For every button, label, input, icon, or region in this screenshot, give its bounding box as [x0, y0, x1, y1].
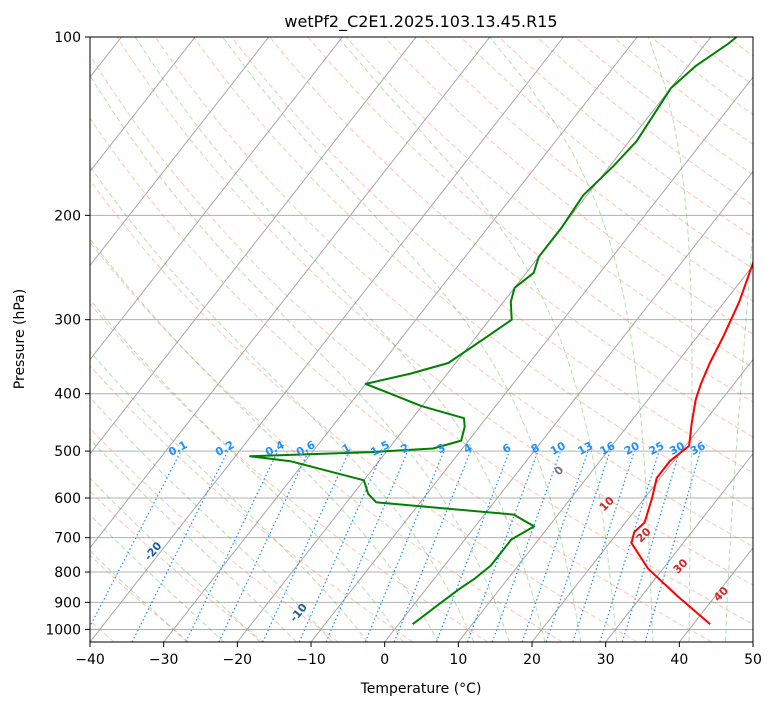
y-tick-label: 300	[54, 313, 81, 329]
x-tick-label: 10	[449, 652, 467, 668]
x-tick-label: −30	[149, 652, 179, 668]
y-axis-label: Pressure (hPa)	[12, 289, 28, 389]
y-tick-label: 900	[54, 595, 81, 611]
y-tick-label: 800	[54, 565, 81, 581]
y-tick-label: 700	[54, 531, 81, 547]
y-tick-label: 200	[54, 208, 81, 224]
x-axis-label: Temperature (°C)	[360, 681, 482, 697]
chart-title: wetPf2_C2E1.2025.103.13.45.R15	[284, 12, 557, 32]
x-tick-label: −20	[223, 652, 253, 668]
x-tick-label: 50	[744, 652, 762, 668]
y-tick-label: 600	[54, 491, 81, 507]
x-tick-label: 40	[670, 652, 688, 668]
x-tick-label: −10	[296, 652, 326, 668]
x-tick-label: 20	[523, 652, 541, 668]
x-tick-label: −40	[75, 652, 105, 668]
x-tick-label: 30	[597, 652, 615, 668]
y-tick-label: 100	[54, 30, 81, 46]
y-tick-label: 1000	[45, 622, 81, 638]
y-tick-label: 500	[54, 444, 81, 460]
y-tick-label: 400	[54, 387, 81, 403]
x-tick-label: 0	[380, 652, 389, 668]
